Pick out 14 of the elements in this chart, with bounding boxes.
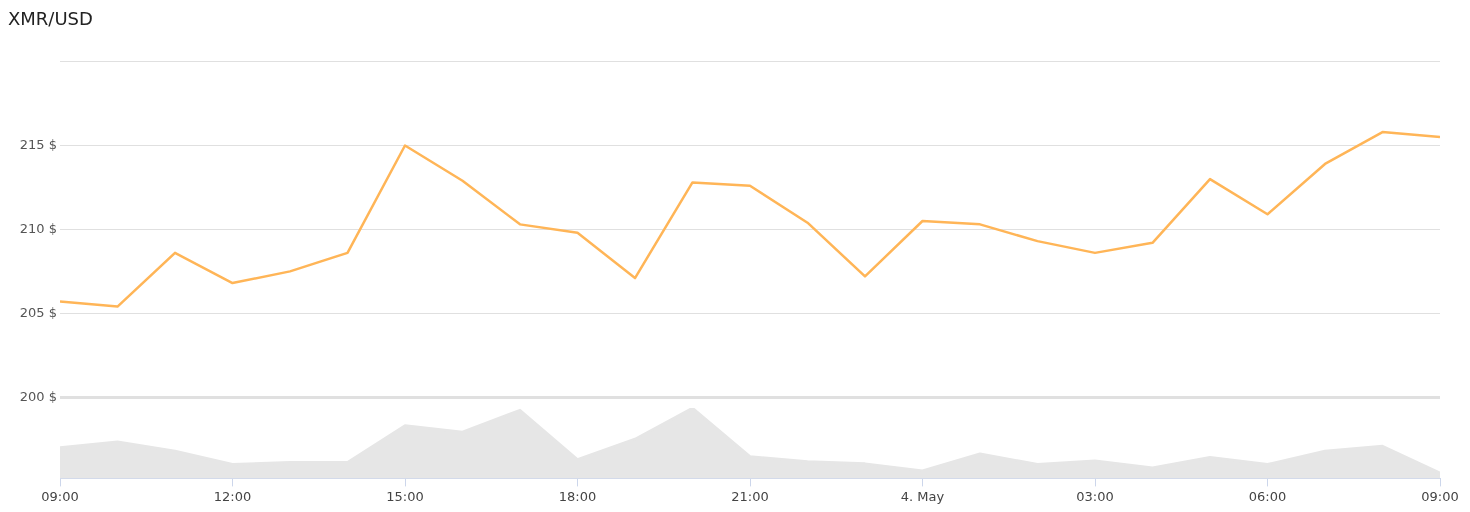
x-tick-label: 09:00 bbox=[41, 488, 79, 504]
y-tick-label: 215 $ bbox=[19, 136, 57, 152]
x-tick-label: 18:00 bbox=[558, 488, 597, 504]
x-tick-label: 12:00 bbox=[213, 488, 252, 504]
y-tick-label: 200 $ bbox=[19, 388, 57, 404]
y-tick-label: 205 $ bbox=[19, 304, 57, 320]
x-tick-label: 4. May bbox=[900, 488, 945, 504]
x-tick-label: 03:00 bbox=[1076, 488, 1114, 504]
x-tick-label: 15:00 bbox=[386, 488, 424, 504]
y-tick-label: 210 $ bbox=[19, 220, 57, 236]
x-tick-label: 21:00 bbox=[731, 488, 769, 504]
chart-title: XMR/USD bbox=[8, 8, 93, 30]
x-tick-label: 06:00 bbox=[1248, 488, 1287, 504]
x-tick-label: 09:00 bbox=[1421, 488, 1459, 504]
